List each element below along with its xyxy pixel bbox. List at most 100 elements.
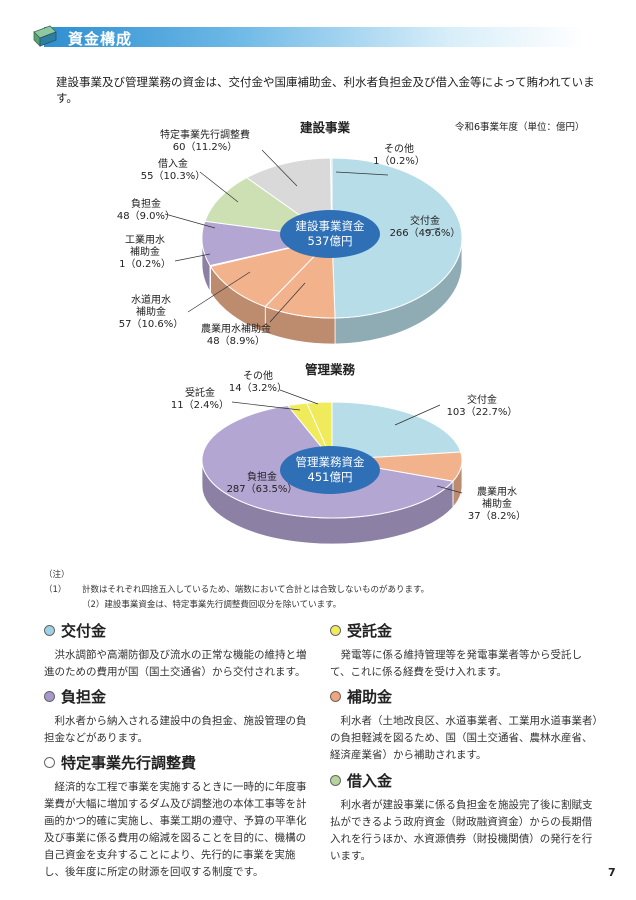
page-number: 7 [608, 866, 616, 879]
term-jutakukin: 受託金 発電等に係る維持管理等を発電事業者等から受託し て、これに係る経費を受け… [330, 620, 602, 681]
leader-line [261, 149, 298, 187]
slice-label: 農業用水補助金 [201, 322, 271, 335]
page-title: 資金構成 [68, 30, 133, 48]
circle-icon [44, 757, 55, 768]
term-title: 受託金 [330, 620, 602, 641]
slice-label: 補助金 [136, 305, 166, 318]
term-title-text: 特定事業先行調整費 [61, 754, 197, 772]
intro-text: 建設事業及び管理業務の資金は、交付金や国庫補助金、利水者負担金及び借入金等によっ… [56, 75, 595, 105]
slice-label: 負担金 [247, 470, 277, 483]
slice-label: 1（0.2%） [119, 258, 171, 270]
slice-label: 57（10.6%） [119, 318, 184, 330]
pie-slice-3 [209, 237, 334, 308]
slice-label: 48（8.9%） [207, 335, 265, 347]
slice-label: 60（11.2%） [173, 141, 238, 153]
pie-slice-1 [331, 157, 463, 319]
term-tokutei: 特定事業先行調整費 経済的な工程で事業を実施するときに一時的に年度事業費が大幅に… [44, 752, 316, 881]
leader-line [187, 271, 251, 313]
center-badge [280, 210, 380, 258]
circle-icon [44, 691, 55, 702]
slice-label: 補助金 [482, 497, 512, 510]
slice-label: 特定事業先行調整費 [160, 128, 250, 141]
section-header: 資金構成 [28, 24, 588, 50]
term-description: 利水者（土地改良区、水道事業者、工業用水道事業者）の負担軽減を図るため、国（国土… [330, 715, 598, 761]
slice-label: 48（9.0%） [117, 210, 175, 222]
term-kofukin: 交付金 洪水調節や高潮防御及び流水の正常な機能の維持と増進のための費用が国（国土… [44, 620, 316, 681]
slice-label: 55（10.3%） [141, 170, 206, 182]
footnote-2: （2）建設事業資金は、特定事業先行調整費回収分を除いています。 [82, 600, 342, 610]
term-futankin: 負担金 利水者から納入される建設中の負担金、施設管理の負担金などがあります。 [44, 686, 316, 747]
circle-icon [330, 775, 341, 786]
term-title-text: 負担金 [61, 688, 107, 706]
center-label: 管理業務資金 [296, 455, 365, 469]
slice-label: 受託金 [185, 386, 215, 399]
pie-slice-5 [306, 401, 333, 461]
leader-line [199, 171, 239, 203]
term-description: 洪水調節や高潮防御及び流水の正常な機能の維持と増進のための費用が国（国土交通省）… [44, 649, 307, 678]
pie-slice-1 [331, 401, 462, 461]
center-label: 451億円 [308, 470, 353, 484]
leader-line [436, 485, 463, 494]
leader-line [335, 171, 389, 176]
book-icon [33, 25, 57, 47]
term-title-text: 補助金 [347, 688, 393, 706]
term-title: 借入金 [330, 770, 602, 791]
leader-line [269, 282, 306, 323]
slice-label: 287（63.5%） [227, 483, 298, 495]
slice-label: 交付金 [467, 393, 497, 406]
term-title-text: 借入金 [347, 772, 393, 790]
term-title: 補助金 [330, 686, 602, 707]
term-description: 利水者が建設事業に係る負担金を施設完了後に割賦支払ができるよう政府資金（財政融資… [330, 799, 593, 862]
unit-note: 令和6事業年度（単位：億円） [455, 121, 585, 133]
term-title: 特定事業先行調整費 [44, 752, 316, 773]
leader-line [394, 404, 441, 426]
slice-label: 266（49.6%） [390, 227, 461, 239]
chart-title: 管理業務 [305, 362, 356, 377]
term-title-text: 受託金 [347, 622, 393, 640]
footnote-1: （注）（1） 計数はそれぞれ四捨五入しているため、端数において合計とは合致しないも… [44, 568, 429, 598]
center-label: 537億円 [308, 234, 353, 248]
leader-line [231, 401, 301, 411]
leader-line [279, 389, 319, 405]
circle-icon [330, 691, 341, 702]
slice-label: 交付金 [410, 214, 440, 227]
pie-charts: 令和6事業年度（単位：億円） 建設事業建設事業資金537億円交付金266（49.… [117, 120, 585, 545]
term-title: 交付金 [44, 620, 316, 641]
term-description: 経済的な工程で事業を実施するときに一時的に年度事業費が大幅に増加するダム及び調整… [44, 781, 307, 878]
slice-label: 14（3.2%） [229, 382, 287, 394]
slice-label: 農業用水 [477, 485, 517, 498]
footnote-1-text: 計数はそれぞれ四捨五入しているため、端数において合計とは合致しないものがあります… [82, 585, 430, 595]
slice-label: 負担金 [131, 197, 161, 210]
footnotes: （注）（1） 計数はそれぞれ四捨五入しているため、端数において合計とは合致しないも… [44, 568, 429, 613]
term-hojokin: 補助金 利水者（土地改良区、水道事業者、工業用水道事業者）の負担軽減を図るため、… [330, 686, 602, 764]
header-band [44, 27, 584, 47]
term-description: 利水者から納入される建設中の負担金、施設管理の負担金などがあります。 [44, 715, 307, 744]
slice-label: 11（2.4%） [171, 399, 229, 411]
leader-line [164, 213, 216, 229]
circle-icon [330, 625, 341, 636]
term-title: 負担金 [44, 686, 316, 707]
center-label: 建設事業資金 [296, 219, 365, 233]
pie-slice-8 [329, 157, 333, 239]
slice-label: 工業用水 [125, 233, 165, 246]
footnote-lead: （注）（1） [44, 570, 70, 595]
term-title-text: 交付金 [61, 622, 107, 640]
circle-icon [44, 625, 55, 636]
leader-line [424, 227, 441, 232]
slice-label: 水道用水 [131, 293, 171, 306]
slice-label: その他 [384, 142, 414, 155]
slice-label: 借入金 [158, 157, 188, 170]
leader-line [174, 253, 211, 262]
term-kariirekin: 借入金 利水者が建設事業に係る負担金を施設完了後に割賦支払ができるよう政府資金（… [330, 770, 602, 865]
slice-label: 1（0.2%） [373, 155, 425, 167]
charts-area: 令和6事業年度（単位：億円） 建設事業 建設事業資金 537億円 交付金 266（49.… [0, 100, 636, 560]
slice-label: その他 [243, 369, 273, 382]
chart-title: 建設事業 [300, 120, 351, 135]
slice-label: 37（8.2%） [468, 510, 526, 522]
slice-label: 103（22.7%） [447, 406, 518, 418]
slice-label: 補助金 [130, 245, 160, 258]
center-badge [280, 446, 380, 494]
term-description: 発電等に係る維持管理等を発電事業者等から受託し て、これに係る経費を受け入れます… [330, 649, 582, 678]
